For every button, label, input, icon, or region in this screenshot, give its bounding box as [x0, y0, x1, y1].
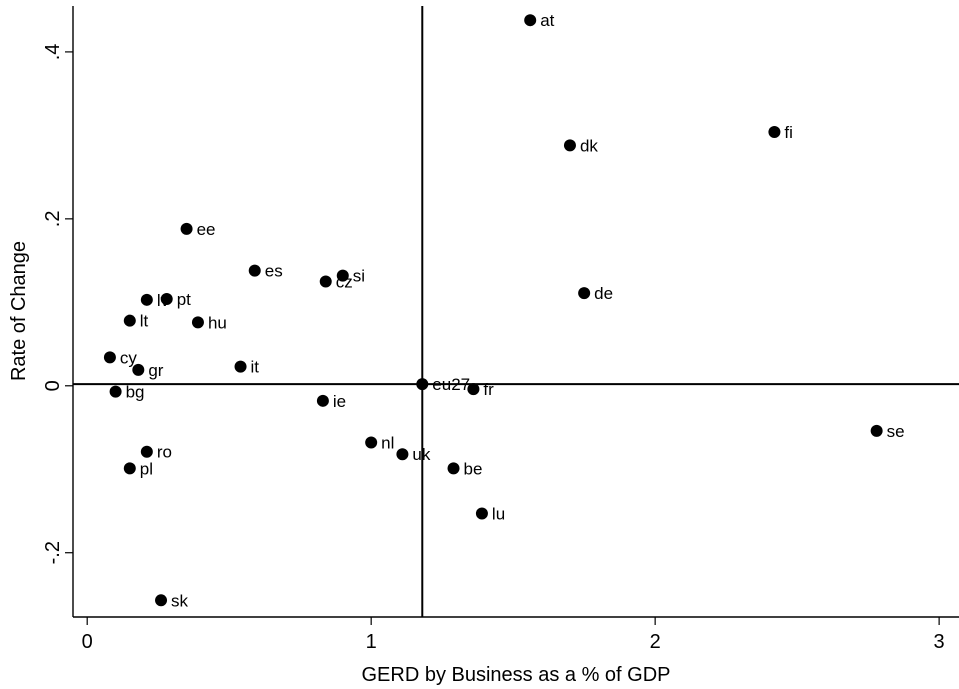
y-tick-label: 0: [42, 380, 64, 391]
point-label-cz: cz: [336, 272, 353, 291]
data-point-cy: [103, 351, 116, 364]
point-label-gr: gr: [148, 361, 163, 380]
point-label-fr: fr: [483, 380, 494, 399]
x-tick-label: 1: [366, 631, 377, 653]
data-point-se: [870, 424, 883, 437]
point-label-pt: pt: [177, 290, 191, 309]
point-label-ie: ie: [333, 392, 346, 411]
x-tick-label: 2: [650, 631, 661, 653]
point-label-sk: sk: [171, 591, 189, 610]
data-point-ee: [180, 222, 193, 235]
x-axis-ticks: 0 1 2 3: [82, 617, 945, 653]
data-point-dk: [563, 139, 576, 152]
point-label-es: es: [265, 262, 283, 281]
data-point-be: [447, 462, 460, 475]
data-points: atfidkeeessiczdelvptlthucyitgreu27frbgie…: [103, 11, 905, 610]
point-label-it: it: [251, 358, 260, 377]
point-label-bg: bg: [126, 383, 145, 402]
x-tick-label: 3: [934, 631, 945, 653]
data-point-fr: [467, 383, 480, 396]
data-point-es: [248, 264, 261, 277]
point-label-nl: nl: [381, 434, 394, 453]
data-point-nl: [365, 436, 378, 449]
data-point-hu: [191, 316, 204, 329]
data-point-eu27: [416, 378, 429, 391]
data-point-sk: [155, 594, 168, 607]
point-label-ee: ee: [197, 220, 216, 239]
data-point-lu: [475, 507, 488, 520]
x-tick-label: 0: [82, 631, 93, 653]
data-point-ro: [140, 445, 153, 458]
data-point-pl: [123, 462, 136, 475]
point-label-cy: cy: [120, 348, 137, 367]
point-label-dk: dk: [580, 136, 598, 155]
data-point-gr: [132, 363, 145, 376]
data-point-cz: [319, 275, 332, 288]
point-label-lu: lu: [492, 504, 505, 523]
point-label-se: se: [887, 422, 905, 441]
point-label-lt: lt: [140, 312, 149, 331]
y-axis-ticks: -.2 0 .2 .4: [42, 44, 73, 564]
y-axis-title: Rate of Change: [8, 241, 30, 381]
point-label-at: at: [540, 11, 554, 30]
y-tick-label: .4: [42, 44, 64, 61]
data-point-lt: [123, 314, 136, 327]
y-tick-label: .2: [42, 211, 64, 228]
data-point-uk: [396, 448, 409, 461]
data-point-lv: [140, 293, 153, 306]
x-axis-title: GERD by Business as a % of GDP: [361, 664, 670, 686]
point-label-si: si: [353, 267, 365, 286]
point-label-be: be: [464, 459, 483, 478]
data-point-ie: [316, 394, 329, 407]
plot-area: [72, 6, 959, 618]
data-point-bg: [109, 385, 122, 398]
data-point-de: [578, 287, 591, 300]
point-label-fi: fi: [784, 123, 793, 142]
point-label-eu27: eu27: [432, 375, 470, 394]
point-label-ro: ro: [157, 443, 172, 462]
point-label-pl: pl: [140, 459, 153, 478]
data-point-at: [524, 14, 537, 27]
data-point-it: [234, 360, 247, 373]
data-point-pt: [160, 292, 173, 305]
reference-lines: [73, 6, 959, 617]
point-label-uk: uk: [412, 445, 430, 464]
data-point-fi: [768, 126, 781, 139]
data-point-si: [336, 269, 349, 282]
y-tick-label: -.2: [42, 541, 64, 564]
point-label-de: de: [594, 284, 613, 303]
point-label-hu: hu: [208, 313, 227, 332]
